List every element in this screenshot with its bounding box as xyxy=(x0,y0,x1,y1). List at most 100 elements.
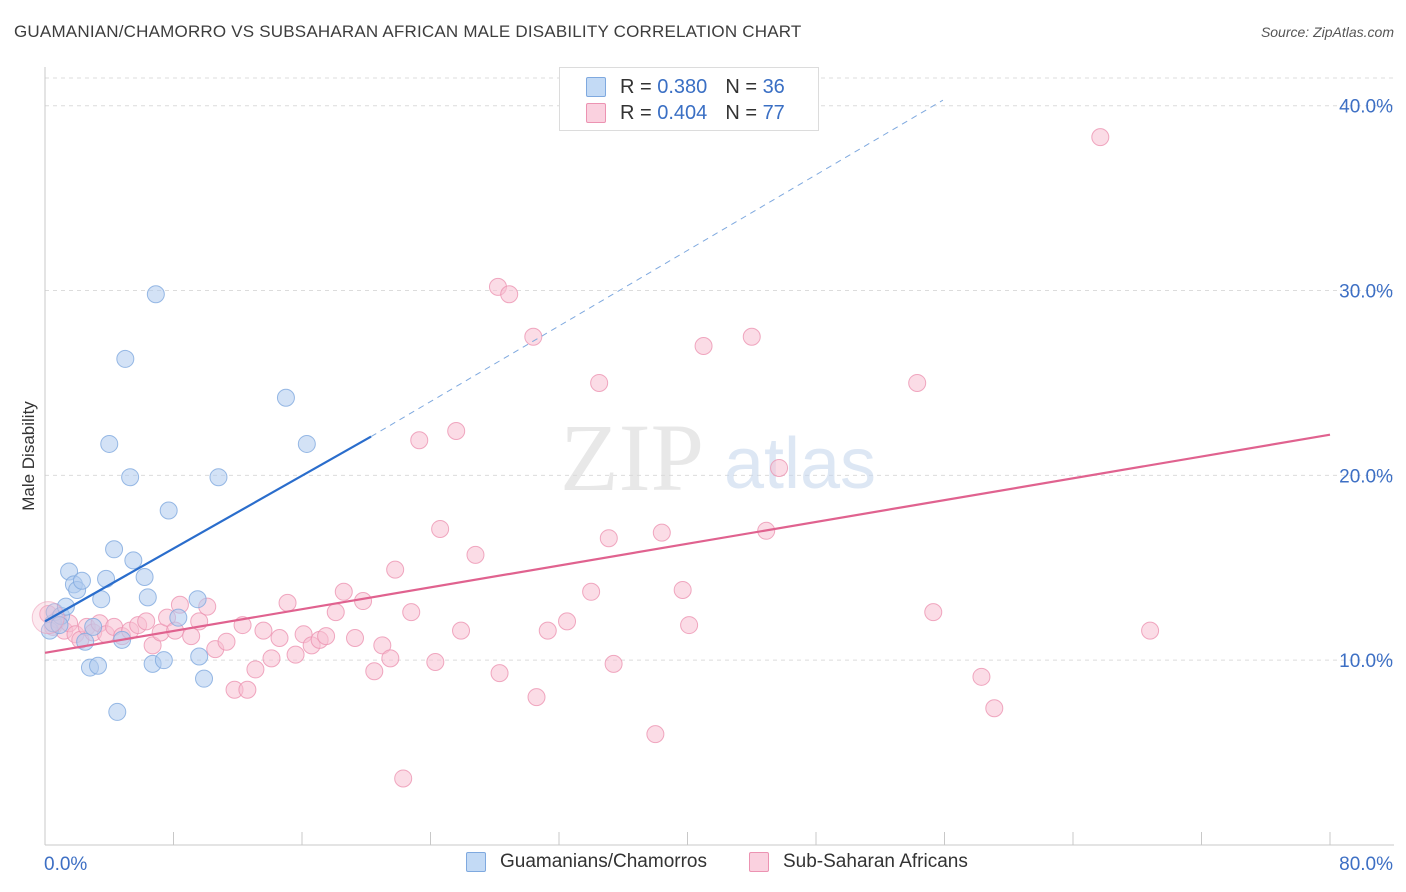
guamanian-point xyxy=(124,551,143,570)
subsaharan-point xyxy=(924,603,943,622)
guamanian-point xyxy=(100,434,119,453)
guamanian-point xyxy=(297,434,316,453)
legend-row-subsaharan: R = 0.404 N = 77 xyxy=(586,100,785,126)
series-legend-label: Sub-Saharan Africans xyxy=(783,851,968,872)
subsaharan-point xyxy=(182,627,201,646)
guamanian-trend-line xyxy=(44,435,372,623)
guamanian-point xyxy=(121,468,140,487)
guamanian-point xyxy=(190,647,209,666)
guamanian-point xyxy=(84,617,103,636)
series-swatch-blue xyxy=(466,852,486,872)
subsaharan-point xyxy=(673,580,692,599)
legend-r-label: R = xyxy=(620,75,652,98)
subsaharan-point xyxy=(590,373,609,392)
x-tick-label: 0.0% xyxy=(44,854,87,875)
subsaharan-point xyxy=(452,621,471,640)
subsaharan-point xyxy=(490,664,509,683)
subsaharan-point xyxy=(354,592,373,611)
chart-title: GUAMANIAN/CHAMORRO VS SUBSAHARAN AFRICAN… xyxy=(14,22,802,41)
subsaharan-point xyxy=(246,660,265,679)
guamanian-point xyxy=(105,540,124,559)
subsaharan-point xyxy=(326,603,345,622)
subsaharan-point xyxy=(270,629,289,648)
subsaharan-point xyxy=(386,560,405,579)
subsaharan-point xyxy=(137,612,156,631)
subsaharan-point xyxy=(742,327,761,346)
subsaharan-point xyxy=(217,632,236,651)
subsaharan-point xyxy=(381,649,400,668)
subsaharan-point xyxy=(31,601,65,635)
subsaharan-point xyxy=(394,769,413,788)
y-tick-label: 10.0% xyxy=(1339,651,1393,672)
series-legend-subsaharan: Sub-Saharan Africans xyxy=(749,851,968,873)
watermark-zip: ZIP xyxy=(560,404,704,511)
axes xyxy=(44,67,1394,846)
guamanian-point xyxy=(276,388,295,407)
subsaharan-point xyxy=(286,645,305,664)
subsaharan-point xyxy=(254,621,273,640)
subsaharan-point xyxy=(500,285,519,304)
subsaharan-point xyxy=(365,662,384,681)
subsaharan-point xyxy=(262,649,281,668)
guamanian-point xyxy=(138,588,157,607)
legend-r-value: 0.404 xyxy=(657,101,708,124)
tick-labels: 10.0% 20.0% 30.0% 40.0% 0.0% 80.0% xyxy=(44,97,1393,875)
guamanian-point xyxy=(97,569,116,588)
guamanian-point xyxy=(89,656,108,675)
legend-n-value: 77 xyxy=(762,101,785,124)
subsaharan-point xyxy=(680,616,699,635)
guamanian-point xyxy=(188,590,207,609)
legend-swatch-pink xyxy=(586,103,606,123)
subsaharan-trend-line xyxy=(44,433,1331,654)
x-tick-label: 80.0% xyxy=(1339,854,1393,875)
guamanian-point xyxy=(146,285,165,304)
subsaharan-point xyxy=(527,688,546,707)
subsaharan-point xyxy=(646,725,665,744)
y-tick-label: 40.0% xyxy=(1339,97,1393,118)
source-label: Source: ZipAtlas.com xyxy=(1260,24,1394,40)
subsaharan-point xyxy=(426,653,445,672)
guamanian-trend-extension xyxy=(370,99,944,437)
subsaharan-point xyxy=(694,336,713,355)
data-points xyxy=(31,128,1160,788)
subsaharan-point xyxy=(447,422,466,441)
subsaharan-point xyxy=(558,612,577,631)
subsaharan-point xyxy=(402,603,421,622)
series-swatch-pink xyxy=(749,852,769,872)
subsaharan-point xyxy=(972,667,991,686)
subsaharan-point xyxy=(238,680,257,699)
legend-r-label: R = xyxy=(620,101,652,124)
guamanian-point xyxy=(169,608,188,627)
subsaharan-point xyxy=(334,582,353,601)
subsaharan-point xyxy=(770,458,789,477)
watermark-atlas: atlas xyxy=(724,424,876,504)
subsaharan-point xyxy=(317,627,336,646)
series-legend-label: Guamanians/Chamorros xyxy=(500,851,707,872)
legend-n-label: N = xyxy=(725,101,757,124)
guamanian-point xyxy=(159,501,178,520)
legend-row-guamanian: R = 0.380 N = 36 xyxy=(586,74,785,100)
subsaharan-point xyxy=(1141,621,1160,640)
legend: R = 0.380 N = 36 R = 0.404 N = 77 xyxy=(559,67,819,131)
trend-lines xyxy=(44,99,1331,654)
subsaharan-point xyxy=(599,529,618,548)
guamanian-point xyxy=(72,571,91,590)
subsaharan-point xyxy=(652,523,671,542)
guamanian-point xyxy=(116,349,135,368)
legend-r-value: 0.380 xyxy=(657,75,708,98)
subsaharan-point xyxy=(346,629,365,648)
subsaharan-point xyxy=(582,582,601,601)
y-tick-label: 30.0% xyxy=(1339,282,1393,303)
guamanian-point xyxy=(154,651,173,670)
guamanian-point xyxy=(135,568,154,587)
subsaharan-point xyxy=(466,545,485,564)
y-tick-label: 20.0% xyxy=(1339,466,1393,487)
subsaharan-point xyxy=(538,621,557,640)
legend-swatch-blue xyxy=(586,77,606,97)
legend-n-label: N = xyxy=(725,75,757,98)
subsaharan-point xyxy=(143,636,162,655)
subsaharan-point xyxy=(1091,128,1110,147)
subsaharan-point xyxy=(908,373,927,392)
guamanian-point xyxy=(209,468,228,487)
